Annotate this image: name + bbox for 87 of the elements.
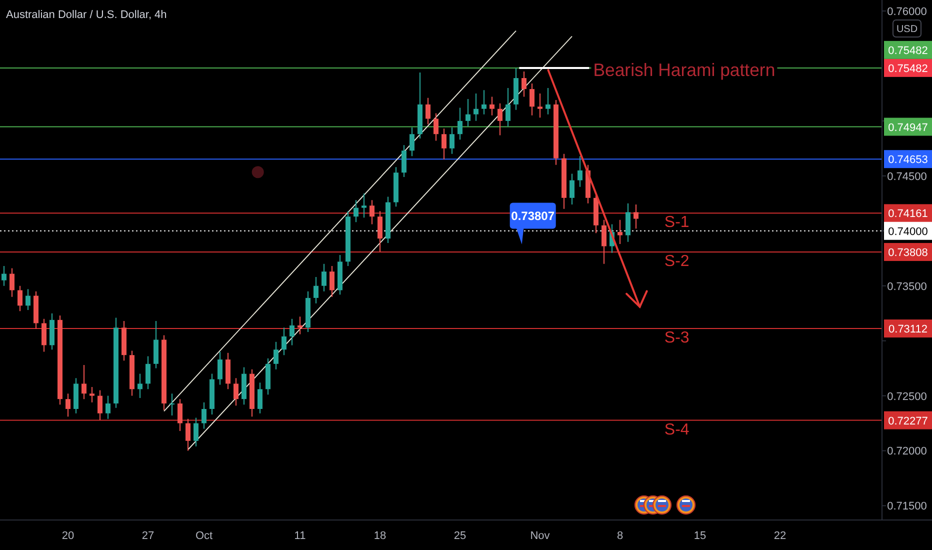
y-tick-label: 0.72500: [887, 390, 927, 403]
annotation: Bearish Harami pattern: [593, 60, 778, 80]
candlestick: [138, 373, 142, 398]
candlestick: [370, 200, 374, 225]
y-axis-title: USD: [896, 24, 918, 35]
annotation: S-2: [664, 252, 690, 270]
annotation: S-4: [664, 421, 690, 438]
y-tick-label: 0.74500: [887, 170, 927, 183]
x-tick-label: 27: [142, 530, 154, 542]
candlestick: [482, 90, 486, 115]
x-tick-label: 20: [62, 530, 74, 542]
candlestick: [330, 266, 334, 298]
x-tick-label: 15: [694, 530, 706, 542]
ref-line-label: 0.74000: [888, 226, 928, 238]
candlestick: [322, 263, 326, 292]
x-tick-label: 8: [616, 530, 624, 542]
candlestick: [434, 112, 438, 142]
candlestick: [458, 107, 462, 140]
candlestick: [442, 128, 446, 160]
candlestick: [146, 356, 150, 390]
candlestick: [274, 341, 278, 370]
ref-line-label: 0.74947: [888, 122, 928, 134]
candlestick: [578, 156, 582, 188]
x-tick-label: 25: [454, 530, 466, 542]
candlestick: [202, 402, 206, 430]
y-tick-label: 0.72000: [887, 446, 927, 458]
candlestick: [506, 87, 510, 127]
candlestick: [218, 351, 222, 386]
candlestick: [466, 98, 470, 127]
candlestick: [258, 382, 262, 414]
candlestick: [82, 364, 86, 400]
candlestick: [194, 417, 198, 447]
candlestick: [314, 276, 318, 304]
candlestick: [178, 398, 182, 432]
y-tick-label: 0.71500: [887, 500, 927, 513]
candlestick: [170, 393, 174, 416]
annotation: S-1: [664, 214, 690, 232]
candlestick: [570, 173, 574, 205]
candlestick: [362, 192, 366, 218]
candlestick: [618, 219, 622, 245]
candlestick: [538, 92, 542, 118]
candlestick: [626, 202, 630, 242]
y-tick-label: 0.73500: [887, 280, 927, 293]
ref-line-label: 0.75482: [888, 44, 928, 57]
annotation: S-3: [664, 329, 690, 346]
x-tick-label: 22: [774, 530, 786, 542]
ref-line-label: 0.73112: [888, 323, 928, 336]
candlestick: [378, 210, 382, 252]
annotation: 0.73807: [511, 208, 555, 223]
candlestick: [234, 378, 238, 406]
candlestick: [402, 144, 406, 178]
text: 0.75482: [888, 62, 928, 75]
candlestick: [2, 266, 6, 286]
candlestick: [426, 97, 430, 125]
candlestick: [474, 92, 478, 122]
candlestick: [90, 386, 94, 403]
x-tick-label: Nov: [530, 530, 550, 542]
candlestick: [282, 327, 286, 356]
y-tick-label: 0.76000: [887, 6, 927, 18]
candlestick: [410, 127, 414, 157]
candlestick: [634, 204, 638, 230]
ref-line-label: 0.72277: [888, 415, 928, 428]
candlestick: [298, 316, 302, 335]
text: Australian Dollar / U.S. Dollar, 4h: [6, 9, 167, 21]
candlestick: [354, 200, 358, 223]
x-tick-label: 18: [374, 530, 386, 542]
candlestick: [522, 70, 526, 98]
candlestick: [290, 318, 294, 346]
ref-line-label: 0.74161: [888, 208, 928, 220]
candlestick: [490, 96, 494, 116]
x-tick-label: Oct: [195, 530, 213, 542]
ref-line-label: 0.74653: [888, 154, 928, 166]
candlestick: [602, 219, 606, 264]
x-tick-label: 11: [294, 530, 306, 542]
candlestick: [42, 318, 46, 352]
candlestick: [450, 127, 454, 154]
candlestick: [66, 393, 70, 418]
candlestick: [546, 87, 550, 115]
candlestick: [530, 83, 534, 116]
candlestick: [18, 285, 22, 312]
candlestick: [98, 390, 102, 420]
candlestick: [10, 268, 14, 298]
candlestick: [26, 288, 30, 311]
candlestick: [498, 102, 502, 136]
candlestick: [106, 395, 110, 420]
ref-line-label: 0.73808: [888, 246, 928, 259]
candlestick: [186, 418, 190, 452]
